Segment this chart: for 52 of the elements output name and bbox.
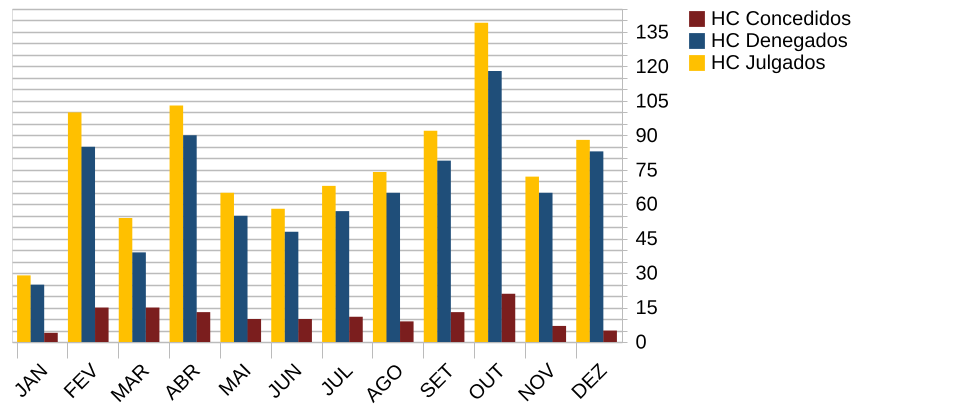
legend-label: HC Concedidos: [711, 8, 852, 30]
bar: [576, 140, 590, 342]
bar: [502, 294, 516, 342]
bar: [81, 146, 96, 342]
bar: [220, 192, 234, 342]
bar: [322, 186, 336, 342]
bar: [298, 319, 312, 342]
y-tick-label: 135: [636, 21, 669, 44]
bar: [349, 316, 363, 342]
x-tick-label: MAI: [214, 360, 256, 400]
y-tick-label: 0: [636, 332, 647, 354]
bar: [372, 172, 386, 342]
bar: [400, 321, 414, 342]
bar: [170, 105, 184, 342]
bar: [538, 192, 553, 342]
y-tick-label: 75: [636, 159, 658, 182]
bar: [17, 275, 31, 342]
x-tick-label: JUL: [316, 360, 358, 401]
legend-label: HC Denegados: [711, 30, 848, 52]
bar: [424, 130, 438, 342]
bar: [474, 22, 488, 342]
y-tick-label: 105: [636, 90, 669, 112]
bar: [44, 332, 58, 342]
bar: [132, 252, 146, 342]
y-tick-label: 15: [636, 297, 658, 320]
bar: [183, 135, 197, 342]
y-tick-label: 30: [636, 262, 658, 285]
bar: [248, 319, 262, 342]
y-tick-label: 120: [636, 56, 669, 78]
x-tick-label: JAN: [10, 360, 52, 402]
y-tick-label: 45: [636, 228, 658, 250]
bar: [450, 312, 464, 342]
bar: [196, 312, 210, 342]
bar: [590, 151, 604, 342]
bar: [118, 218, 132, 342]
y-tick-label: 90: [636, 124, 658, 147]
bar: [336, 211, 350, 342]
bar: [525, 176, 539, 342]
bar: [271, 208, 285, 342]
bar: [68, 112, 82, 342]
bar: [146, 308, 160, 342]
bar: [552, 326, 566, 342]
bar: [234, 216, 248, 342]
bar: [437, 160, 451, 342]
bar: [284, 232, 298, 342]
bar: [95, 308, 109, 342]
bar: [488, 71, 502, 342]
bar: [386, 192, 400, 342]
bar: [603, 330, 617, 342]
bar: [30, 284, 44, 342]
y-tick-label: 60: [636, 194, 658, 216]
legend-label: HC Julgados: [711, 52, 826, 74]
